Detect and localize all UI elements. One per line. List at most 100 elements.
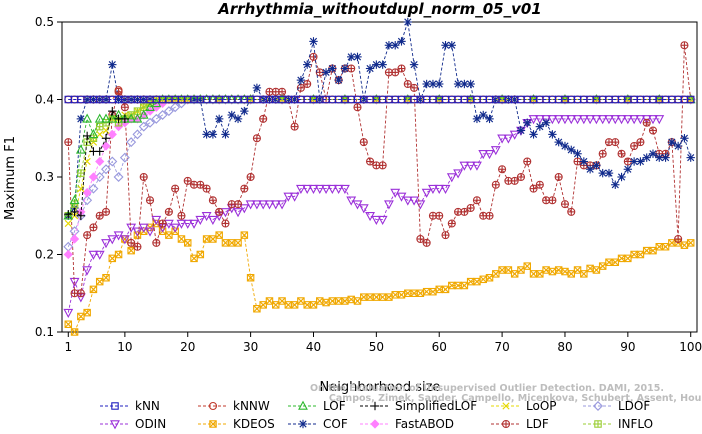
data-point (554, 138, 562, 146)
data-point (121, 104, 128, 111)
data-point (680, 134, 688, 142)
data-point (661, 153, 669, 161)
y-tick-label: 0.5 (35, 15, 54, 29)
data-point (574, 267, 580, 273)
legend-entry-odin: ODIN (100, 417, 166, 431)
x-tick-label: 10 (117, 340, 132, 354)
data-point (367, 158, 374, 165)
data-point (549, 268, 555, 274)
data-point (536, 181, 543, 188)
legend-entry-cof: COF (288, 417, 348, 431)
data-point (334, 76, 342, 84)
data-point (530, 185, 537, 192)
data-point (466, 80, 474, 88)
data-point (103, 120, 109, 126)
data-point (77, 290, 84, 297)
data-point (317, 298, 323, 304)
data-point (442, 232, 449, 239)
data-point (360, 205, 368, 212)
legend-label: kNN (135, 399, 160, 413)
legend-entry-inflo: INFLO (583, 417, 653, 431)
data-point (511, 177, 518, 184)
legend-marker (299, 420, 307, 428)
data-point (210, 236, 216, 242)
data-point (555, 174, 562, 181)
legend-entry-fastabod: FastABOD (360, 417, 454, 431)
data-point (612, 259, 618, 265)
data-point (592, 161, 600, 169)
series-fastabod (64, 95, 695, 258)
data-point (461, 208, 468, 215)
data-point (442, 286, 448, 292)
data-point (253, 135, 260, 142)
data-point (89, 173, 97, 181)
data-point (649, 127, 656, 134)
data-point (581, 271, 587, 277)
data-point (675, 236, 682, 243)
data-point (644, 247, 650, 253)
data-point (410, 60, 418, 68)
data-point (423, 289, 429, 295)
data-point (625, 255, 631, 261)
legend-entry-knnw: kNNW (198, 399, 270, 413)
legend-marker (299, 402, 307, 409)
data-point (234, 209, 242, 216)
series-ldf (65, 42, 694, 297)
y-tick-label: 0.4 (35, 93, 54, 107)
data-point (222, 220, 229, 227)
data-point (485, 115, 493, 123)
x-tick-label: 30 (243, 340, 258, 354)
data-point (260, 302, 266, 308)
data-point (480, 276, 486, 282)
x-tick-label: 60 (432, 340, 447, 354)
data-point (197, 181, 204, 188)
data-point (291, 193, 299, 200)
data-point (549, 197, 556, 204)
data-point (687, 153, 695, 161)
data-point (423, 189, 431, 196)
data-point (568, 271, 574, 277)
data-point (279, 298, 285, 304)
data-point (197, 251, 203, 257)
data-point (354, 104, 361, 111)
series-line (68, 100, 690, 216)
data-point (561, 142, 569, 150)
data-point (84, 232, 91, 239)
data-point (298, 298, 304, 304)
data-point (493, 271, 499, 277)
data-point (599, 263, 605, 269)
data-point (266, 298, 272, 304)
data-point (103, 208, 110, 215)
data-point (655, 116, 663, 123)
data-point (65, 139, 72, 146)
data-point (417, 290, 423, 296)
data-point (398, 65, 405, 72)
data-point (260, 115, 267, 122)
data-point (524, 158, 531, 165)
legend-marker (595, 421, 601, 427)
data-point (479, 111, 487, 119)
data-point (636, 157, 644, 165)
chart: Arrhythmia_withoutdupl_norm_05_v01 1 10 20… (0, 0, 702, 434)
data-point (599, 150, 606, 157)
data-point (543, 267, 549, 273)
data-point (354, 298, 360, 304)
data-point (102, 142, 110, 150)
data-point (499, 166, 506, 173)
data-point (191, 255, 197, 261)
data-point (593, 267, 599, 273)
legend-marker (111, 421, 119, 428)
data-point (235, 240, 241, 246)
data-point (241, 232, 247, 238)
data-point (618, 150, 625, 157)
y-tick-label: 0.2 (35, 248, 54, 262)
legend-label: KDEOS (233, 417, 275, 431)
data-point (606, 259, 612, 265)
data-point (473, 115, 481, 123)
data-point (114, 173, 122, 181)
data-point (335, 298, 341, 304)
plot-area: 1 10 20 30 40 50 60 70 80 90 1000.10.20.30.40.5 (35, 15, 702, 354)
data-point (134, 243, 141, 250)
data-point (360, 139, 367, 146)
data-point (392, 69, 399, 76)
